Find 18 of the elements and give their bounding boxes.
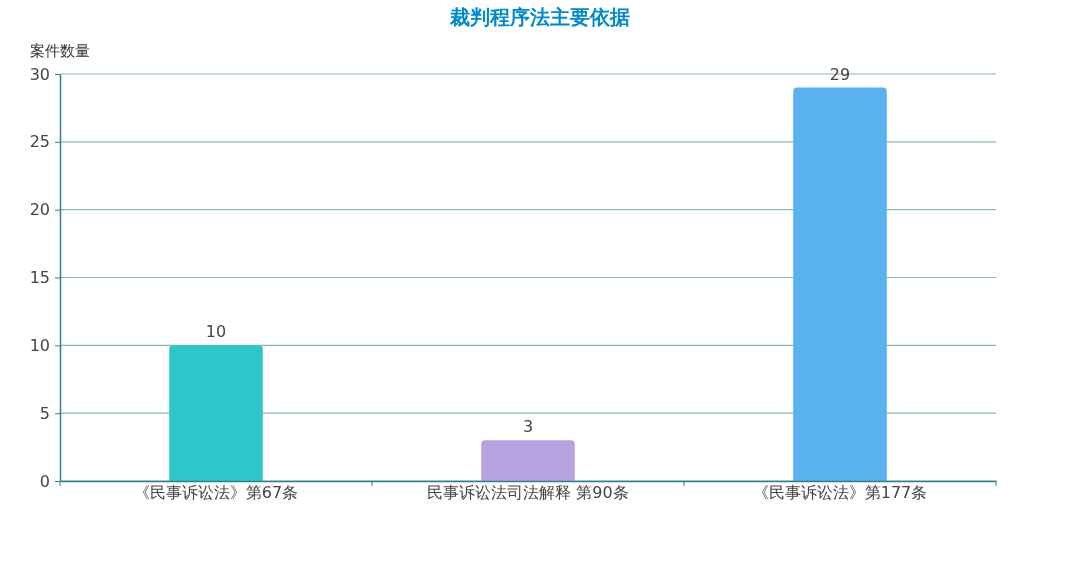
bar — [793, 87, 887, 481]
x-tick-label: 《民事诉讼法》第177条 — [752, 483, 928, 503]
y-tick-label: 15 — [29, 268, 50, 288]
bar — [481, 440, 575, 481]
y-tick-label: 5 — [39, 403, 50, 423]
x-tick-label: 《民事诉讼法》第67条 — [133, 483, 299, 503]
data-label: 3 — [522, 417, 534, 437]
bar — [169, 345, 263, 481]
x-tick-label: 民事诉讼法司法解释 第90条 — [427, 483, 629, 503]
y-axis-title: 案件数量 — [30, 42, 90, 60]
y-tick-label: 25 — [29, 132, 50, 152]
y-tick-label: 0 — [39, 471, 50, 491]
data-label: 10 — [205, 322, 227, 342]
data-label: 29 — [829, 64, 851, 84]
y-tick-label: 30 — [29, 64, 50, 84]
chart-title: 裁判程序法主要依据 — [449, 5, 630, 29]
y-tick-label: 10 — [29, 335, 50, 355]
y-tick-label: 20 — [29, 200, 50, 220]
